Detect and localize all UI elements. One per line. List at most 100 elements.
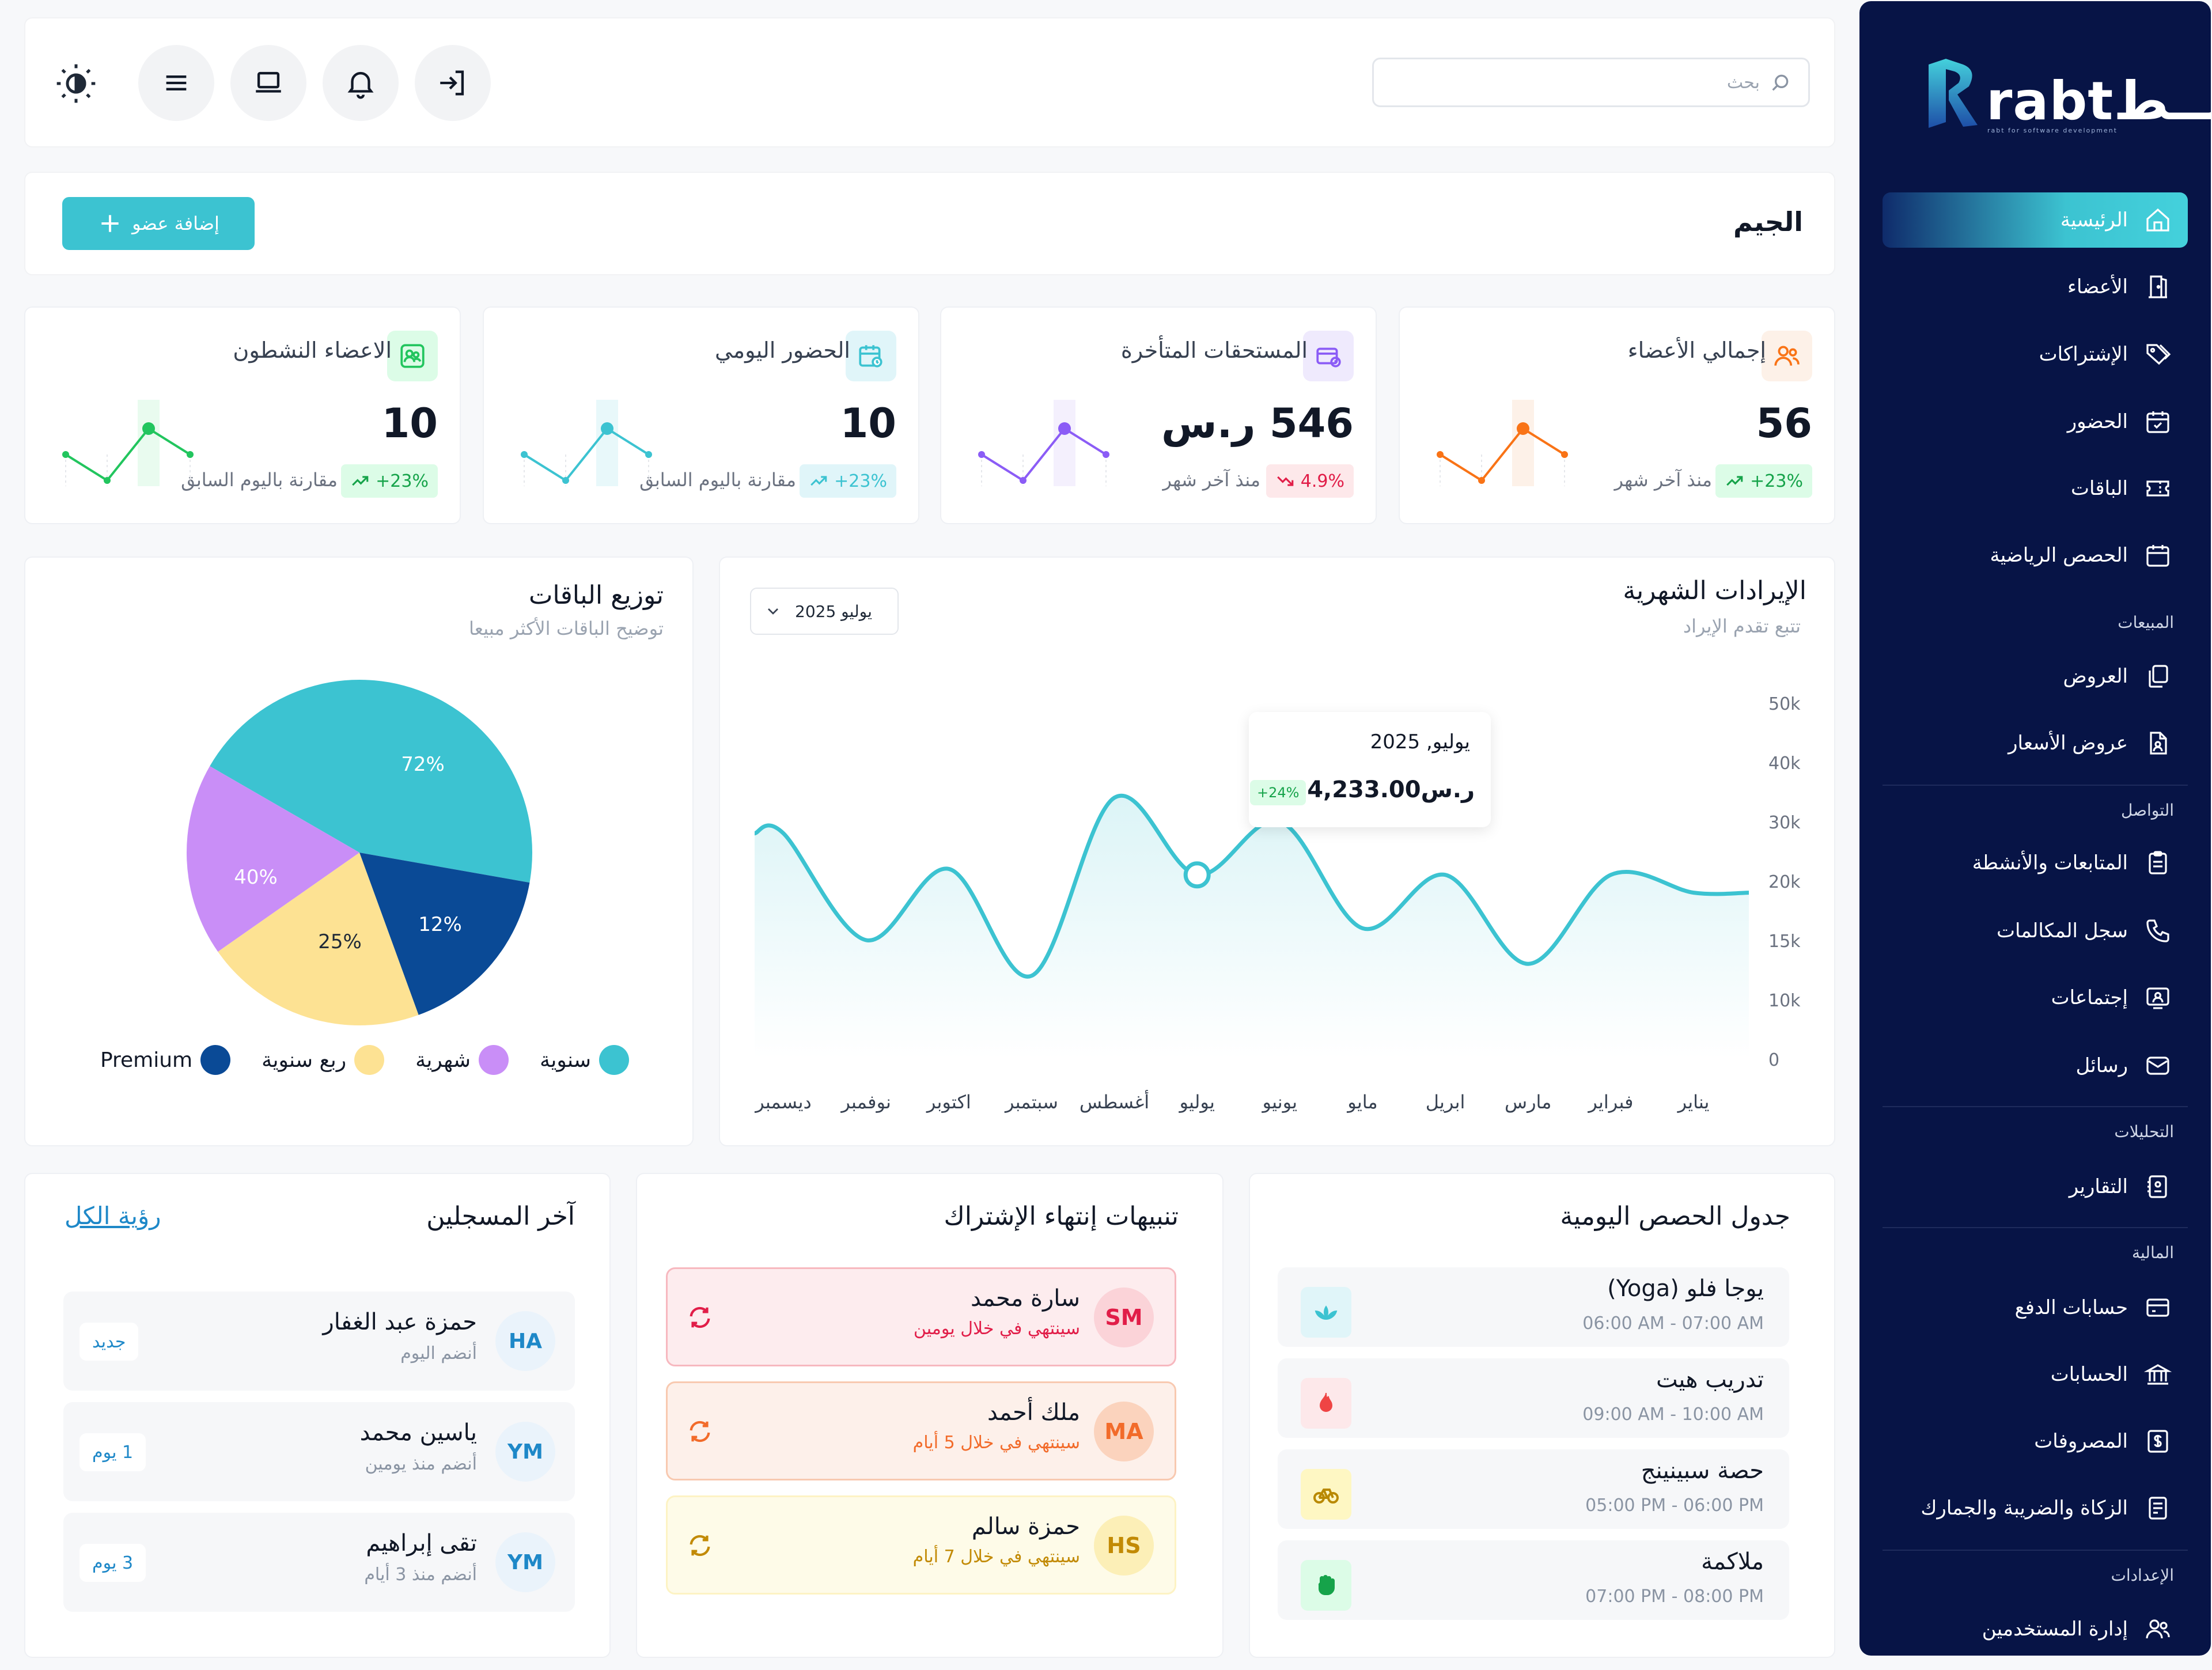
screen-button[interactable] [230, 45, 306, 121]
sidebar-item-offers[interactable]: العروض [1883, 649, 2188, 704]
card-icon [2142, 1292, 2174, 1324]
pie-slice[interactable] [187, 766, 359, 952]
schedule-item[interactable]: حصة سبينينج 05:00 PM - 06:00 PM [1278, 1449, 1789, 1529]
x-tick-label: مايو [1346, 1091, 1377, 1113]
theme-toggle[interactable] [50, 52, 103, 115]
trend-down-icon [1277, 476, 1294, 486]
sidebar-item-packages[interactable]: الباقات [1883, 461, 2188, 516]
stat-title: الاعضاء النشطون [233, 338, 392, 363]
search-box[interactable] [1372, 58, 1810, 107]
month-select[interactable]: يوليو 2025 [750, 588, 899, 635]
pie-slice-label: 72% [401, 753, 445, 776]
legend-swatch [479, 1045, 509, 1075]
alert-item[interactable]: MA ملك أحمد سينتهي في خلال 5 أيام [666, 1381, 1176, 1480]
x-tick-label: مارس [1505, 1091, 1551, 1113]
stat-value: 10 [381, 400, 438, 447]
recent-member-item[interactable]: YM ياسين محمد أنضم منذ يومين 1 يوم [63, 1402, 575, 1501]
logo-text: rabtربــط [1986, 70, 2211, 132]
pie-slice[interactable] [359, 853, 530, 1015]
sidebar-item-reports[interactable]: التقارير [1883, 1159, 2188, 1214]
sidebar-item-members[interactable]: الأعضاء [1883, 259, 2188, 315]
schedule-item[interactable]: تدريب هيت 09:00 AM - 10:00 AM [1278, 1358, 1789, 1438]
schedule-item[interactable]: يوجا فلو (Yoga) 06:00 AM - 07:00 AM [1278, 1267, 1789, 1347]
calendar-clock-icon [846, 331, 896, 381]
sidebar-item-meetings[interactable]: إجتماعات [1883, 970, 2188, 1025]
sidebar-item-user-management[interactable]: إدارة المستخدمين [1883, 1601, 2188, 1656]
recent-member-item[interactable]: HA حمزة عبد الغفار أنضم اليوم جديد [63, 1292, 575, 1391]
legend-label: شهرية [415, 1048, 471, 1072]
pie-slice[interactable] [210, 680, 533, 883]
lotus-icon [1301, 1287, 1351, 1338]
member-joined: أنضم اليوم [400, 1343, 477, 1364]
alert-item[interactable]: HS حمزة سالم سينتهي في خلال 7 أيام [666, 1495, 1176, 1595]
stat-value: 10 [840, 400, 896, 447]
sidebar-item-quotes[interactable]: عروض الأسعار [1883, 715, 2188, 771]
schedule-item[interactable]: ملاكمة 07:00 PM - 08:00 PM [1278, 1540, 1789, 1620]
sidebar-item-calls[interactable]: سجل المكالمات [1883, 903, 2188, 959]
x-tick-label: أغسطس [1080, 1090, 1149, 1113]
view-all-link[interactable]: رؤية الكل [65, 1202, 161, 1230]
rabt-logo-icon [1929, 59, 1978, 128]
refresh-icon[interactable] [684, 1301, 716, 1334]
alert-item-desc: سينتهي في خلال 7 أيام [912, 1547, 1080, 1567]
sidebar-item-accounts[interactable]: الحسابات [1883, 1347, 2188, 1402]
legend-swatch [200, 1045, 231, 1075]
legend-item: ربع سنوية [262, 1045, 385, 1075]
menu-button[interactable] [138, 45, 214, 121]
tooltip-title: يوليو, 2025 [1370, 730, 1470, 753]
schedule-item-time: 06:00 AM - 07:00 AM [1582, 1313, 1764, 1334]
stat-compare-text: منذ آخر شهر [1614, 469, 1712, 491]
add-member-button[interactable]: إضافة عضو [62, 197, 255, 250]
tax-icon [2142, 1492, 2174, 1524]
avatar: YM [495, 1422, 555, 1482]
sidebar-item-payment-accounts[interactable]: حسابات الدفع [1883, 1280, 2188, 1335]
pie-slice[interactable] [218, 853, 419, 1025]
stat-card-overdue: المستحقات المتأخرة 546 ر.س 4.9% منذ آخر … [940, 306, 1377, 524]
refresh-icon[interactable] [684, 1415, 716, 1448]
month-select-value: يوليو 2025 [795, 601, 872, 621]
login-icon [440, 70, 464, 96]
revenue-subtitle: تتبع تقدم الإيراد [1683, 615, 1801, 637]
stat-value: 56 [1756, 400, 1812, 447]
notifications-button[interactable] [323, 45, 399, 121]
legend-item: شهرية [415, 1045, 509, 1075]
add-member-label: إضافة عضو [132, 213, 219, 234]
stat-compare-text: مقارنة باليوم السابق [181, 469, 338, 491]
sidebar-item-classes[interactable]: الحصص الرياضية [1883, 528, 2188, 583]
avatar: YM [495, 1532, 555, 1592]
phone-icon [2142, 915, 2174, 947]
stat-card-daily-attendance: الحضور اليومي 10 +23% مقارنة باليوم السا… [483, 306, 919, 524]
sidebar-item-messages[interactable]: رسائل [1883, 1038, 2188, 1093]
clipboard-icon [2142, 847, 2174, 879]
recent-members-card: آخر المسجلين رؤية الكل HA حمزة عبد الغفار… [24, 1173, 611, 1658]
sidebar-item-followups[interactable]: المتابعات والأنشطة [1883, 835, 2188, 891]
sidebar-item-label: الباقات [2070, 477, 2128, 500]
active-users-icon [387, 331, 438, 381]
sidebar-item-zakat-tax[interactable]: الزكاة والضريبة والجمارك [1883, 1480, 2188, 1536]
sidebar-divider [1883, 1550, 2188, 1551]
alert-item-name: ملك أحمد [987, 1399, 1080, 1426]
refresh-icon[interactable] [684, 1529, 716, 1562]
sidebar-item-expenses[interactable]: المصروفات [1883, 1414, 2188, 1469]
recent-member-item[interactable]: YM تقى إبراهيم أنضم منذ 3 أيام 3 يوم [63, 1513, 575, 1612]
revenue-highlight-point[interactable] [1183, 861, 1211, 889]
stat-value: 546 ر.س [1161, 400, 1354, 447]
sidebar-item-subscriptions[interactable]: الإشتراكات [1883, 327, 2188, 382]
bicycle-icon [1301, 1469, 1351, 1520]
sun-icon [56, 64, 96, 103]
schedule-item-name: تدريب هيت [1656, 1366, 1764, 1393]
alert-item[interactable]: SM سارة محمد سينتهي في خلال يومين [666, 1267, 1176, 1366]
revenue-line [753, 794, 1749, 979]
sidebar-item-attendance[interactable]: الحضور [1883, 394, 2188, 449]
sidebar-item-home[interactable]: الرئيسية [1883, 192, 2188, 248]
pie-slice-label: 25% [318, 930, 362, 953]
sidebar-item-label: إجتماعات [2051, 986, 2128, 1009]
schedule-item-time: 07:00 PM - 08:00 PM [1585, 1586, 1764, 1607]
x-tick-label: نوفمبر [840, 1091, 891, 1113]
x-tick-label: يناير [1677, 1091, 1710, 1113]
sidebar-item-label: الحصص الرياضية [1990, 544, 2128, 567]
search-input[interactable] [1390, 72, 1760, 93]
legend-item: Premium [100, 1045, 231, 1075]
mail-icon [2142, 1050, 2174, 1082]
logout-button[interactable] [415, 45, 491, 121]
